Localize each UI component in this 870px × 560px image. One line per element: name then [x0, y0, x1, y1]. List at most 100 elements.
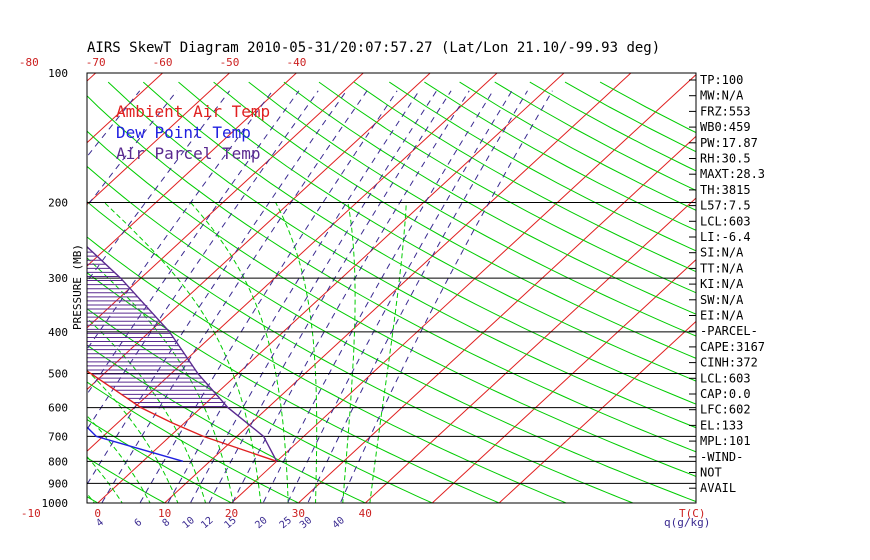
bottom-temperature-tick: 30 — [292, 507, 305, 520]
stats-line: MPL:101 — [700, 434, 751, 448]
legend: Ambient Air Temp Dew Point Temp Air Parcel… — [116, 102, 270, 163]
pressure-tick-labels: 100 200 300 400 500 600 700 800 900 1000 — [42, 67, 69, 510]
mixing-ratio-line — [208, 90, 452, 503]
mixing-ratio-line — [167, 90, 420, 503]
bottom-temperature-tick: 10 — [158, 507, 171, 520]
isotherm-line — [364, 197, 696, 503]
dry-adiabat-line — [87, 418, 233, 503]
stats-line: PW:17.87 — [700, 136, 758, 150]
legend-item: Air Parcel Temp — [116, 144, 261, 163]
stats-line: NOT — [700, 466, 722, 480]
dry-adiabat-line — [87, 130, 696, 477]
isotherm-line — [87, 73, 231, 206]
mixing-ratio-lines — [87, 90, 553, 503]
pressure-tick-label: 900 — [48, 477, 68, 490]
mixing-ratio-line — [262, 90, 494, 503]
legend-item: Ambient Air Temp — [116, 102, 270, 121]
chart-title: AIRS SkewT Diagram 2010-05-31/20:07:57.2… — [87, 40, 660, 56]
dry-adiabat-line — [87, 165, 696, 503]
series-air-parcel-temp — [87, 245, 278, 462]
x-unit-label: T(C) — [679, 507, 706, 520]
top-temperature-tick-labels: -120-110-100-90-80-70-60-50-40 — [19, 56, 306, 69]
pressure-tick-label: 200 — [48, 196, 68, 209]
stats-line: EL:133 — [700, 418, 743, 432]
moist-adiabat-line — [275, 202, 318, 503]
moist-adiabat-line — [0, 202, 48, 512]
isotherm-line — [87, 73, 298, 267]
stats-line: LI:-6.4 — [700, 230, 751, 244]
mixing-ratio-label: 8 — [161, 517, 173, 529]
mixing-ratio-line — [101, 90, 368, 503]
dry-adiabat-line — [353, 81, 696, 273]
stats-line: CAPE:3167 — [700, 340, 765, 354]
stats-line: KI:N/A — [700, 277, 744, 291]
mixing-ratio-line — [231, 90, 470, 503]
stats-line: LCL:603 — [700, 371, 751, 385]
legend-item: Dew Point Temp — [116, 123, 251, 142]
isotherm-line — [498, 320, 696, 503]
pressure-tick-label: 1000 — [42, 497, 69, 510]
pressure-tick-label: 400 — [48, 326, 68, 339]
stats-line: RH:30.5 — [700, 152, 751, 166]
dry-adiabat-line — [283, 81, 696, 315]
isotherm-line — [87, 73, 97, 82]
stats-line: CINH:372 — [700, 356, 758, 370]
moist-adiabat-line — [369, 202, 407, 503]
dry-adiabat-line — [318, 81, 696, 294]
stats-line: MAXT:28.3 — [700, 167, 765, 181]
top-temperature-tick: -50 — [220, 56, 240, 69]
stats-line: SI:N/A — [700, 246, 744, 260]
moist-adiabat-line — [87, 455, 123, 503]
stats-line: TP:100 — [700, 73, 743, 87]
dry-adiabat-line — [178, 81, 696, 382]
moist-adiabat-line — [190, 202, 289, 503]
moist-adiabat-line — [87, 369, 179, 503]
stats-line: WB0:459 — [700, 120, 751, 134]
dry-adiabat-line — [87, 236, 568, 503]
isotherm-line — [96, 73, 565, 503]
dry-adiabat-line — [87, 457, 166, 503]
mixing-ratio-line — [339, 90, 553, 503]
mixing-ratio-label: 10 — [181, 515, 197, 531]
stats-line: EI:N/A — [700, 309, 744, 323]
isotherm-line — [431, 259, 696, 503]
mixing-ratio-line — [189, 90, 438, 503]
mixing-ratio-label: 12 — [199, 515, 215, 531]
stats-line: AVAIL — [700, 481, 736, 495]
mixing-ratio-line — [307, 90, 528, 503]
dry-adiabat-line — [0, 82, 46, 512]
pressure-tick-label: 300 — [48, 272, 68, 285]
isotherm-line — [87, 73, 164, 144]
bottom-temperature-tick: -10 — [21, 507, 41, 520]
moist-adiabat-line — [342, 202, 356, 503]
bottom-temperature-tick: 20 — [225, 507, 238, 520]
dry-adiabat-line — [87, 272, 501, 503]
y-axis-label: PRESSURE (MB) — [71, 244, 84, 330]
dry-adiabat-line — [248, 81, 696, 337]
moist-adiabat-line — [87, 317, 207, 503]
pressure-tick-label: 800 — [48, 455, 68, 468]
series-ambient-air-temp — [87, 370, 277, 462]
dry-adiabat-line — [213, 81, 696, 359]
stats-line: SW:N/A — [700, 293, 744, 307]
stats-line: -PARCEL- — [700, 324, 758, 338]
mixing-ratio-unit-label: q(g/kg) — [664, 516, 710, 529]
pressure-tick-label: 600 — [48, 402, 68, 415]
top-temperature-tick: -80 — [19, 56, 39, 69]
pressure-tick-label: 500 — [48, 368, 68, 381]
profile-lines — [87, 245, 278, 462]
pressure-tick-label: 700 — [48, 430, 68, 443]
moist-adiabat-line — [103, 202, 262, 503]
bottom-temperature-tick: 0 — [94, 507, 101, 520]
stats-line: TH:3815 — [700, 183, 751, 197]
dry-adiabat-line — [142, 81, 696, 405]
mixing-ratio-line — [87, 90, 273, 351]
stats-line: LCL:603 — [700, 214, 751, 228]
isotherm-line — [87, 73, 431, 391]
top-temperature-tick: -70 — [86, 56, 106, 69]
moist-adiabat-line — [87, 257, 234, 503]
pressure-tick-label: 100 — [48, 67, 68, 80]
